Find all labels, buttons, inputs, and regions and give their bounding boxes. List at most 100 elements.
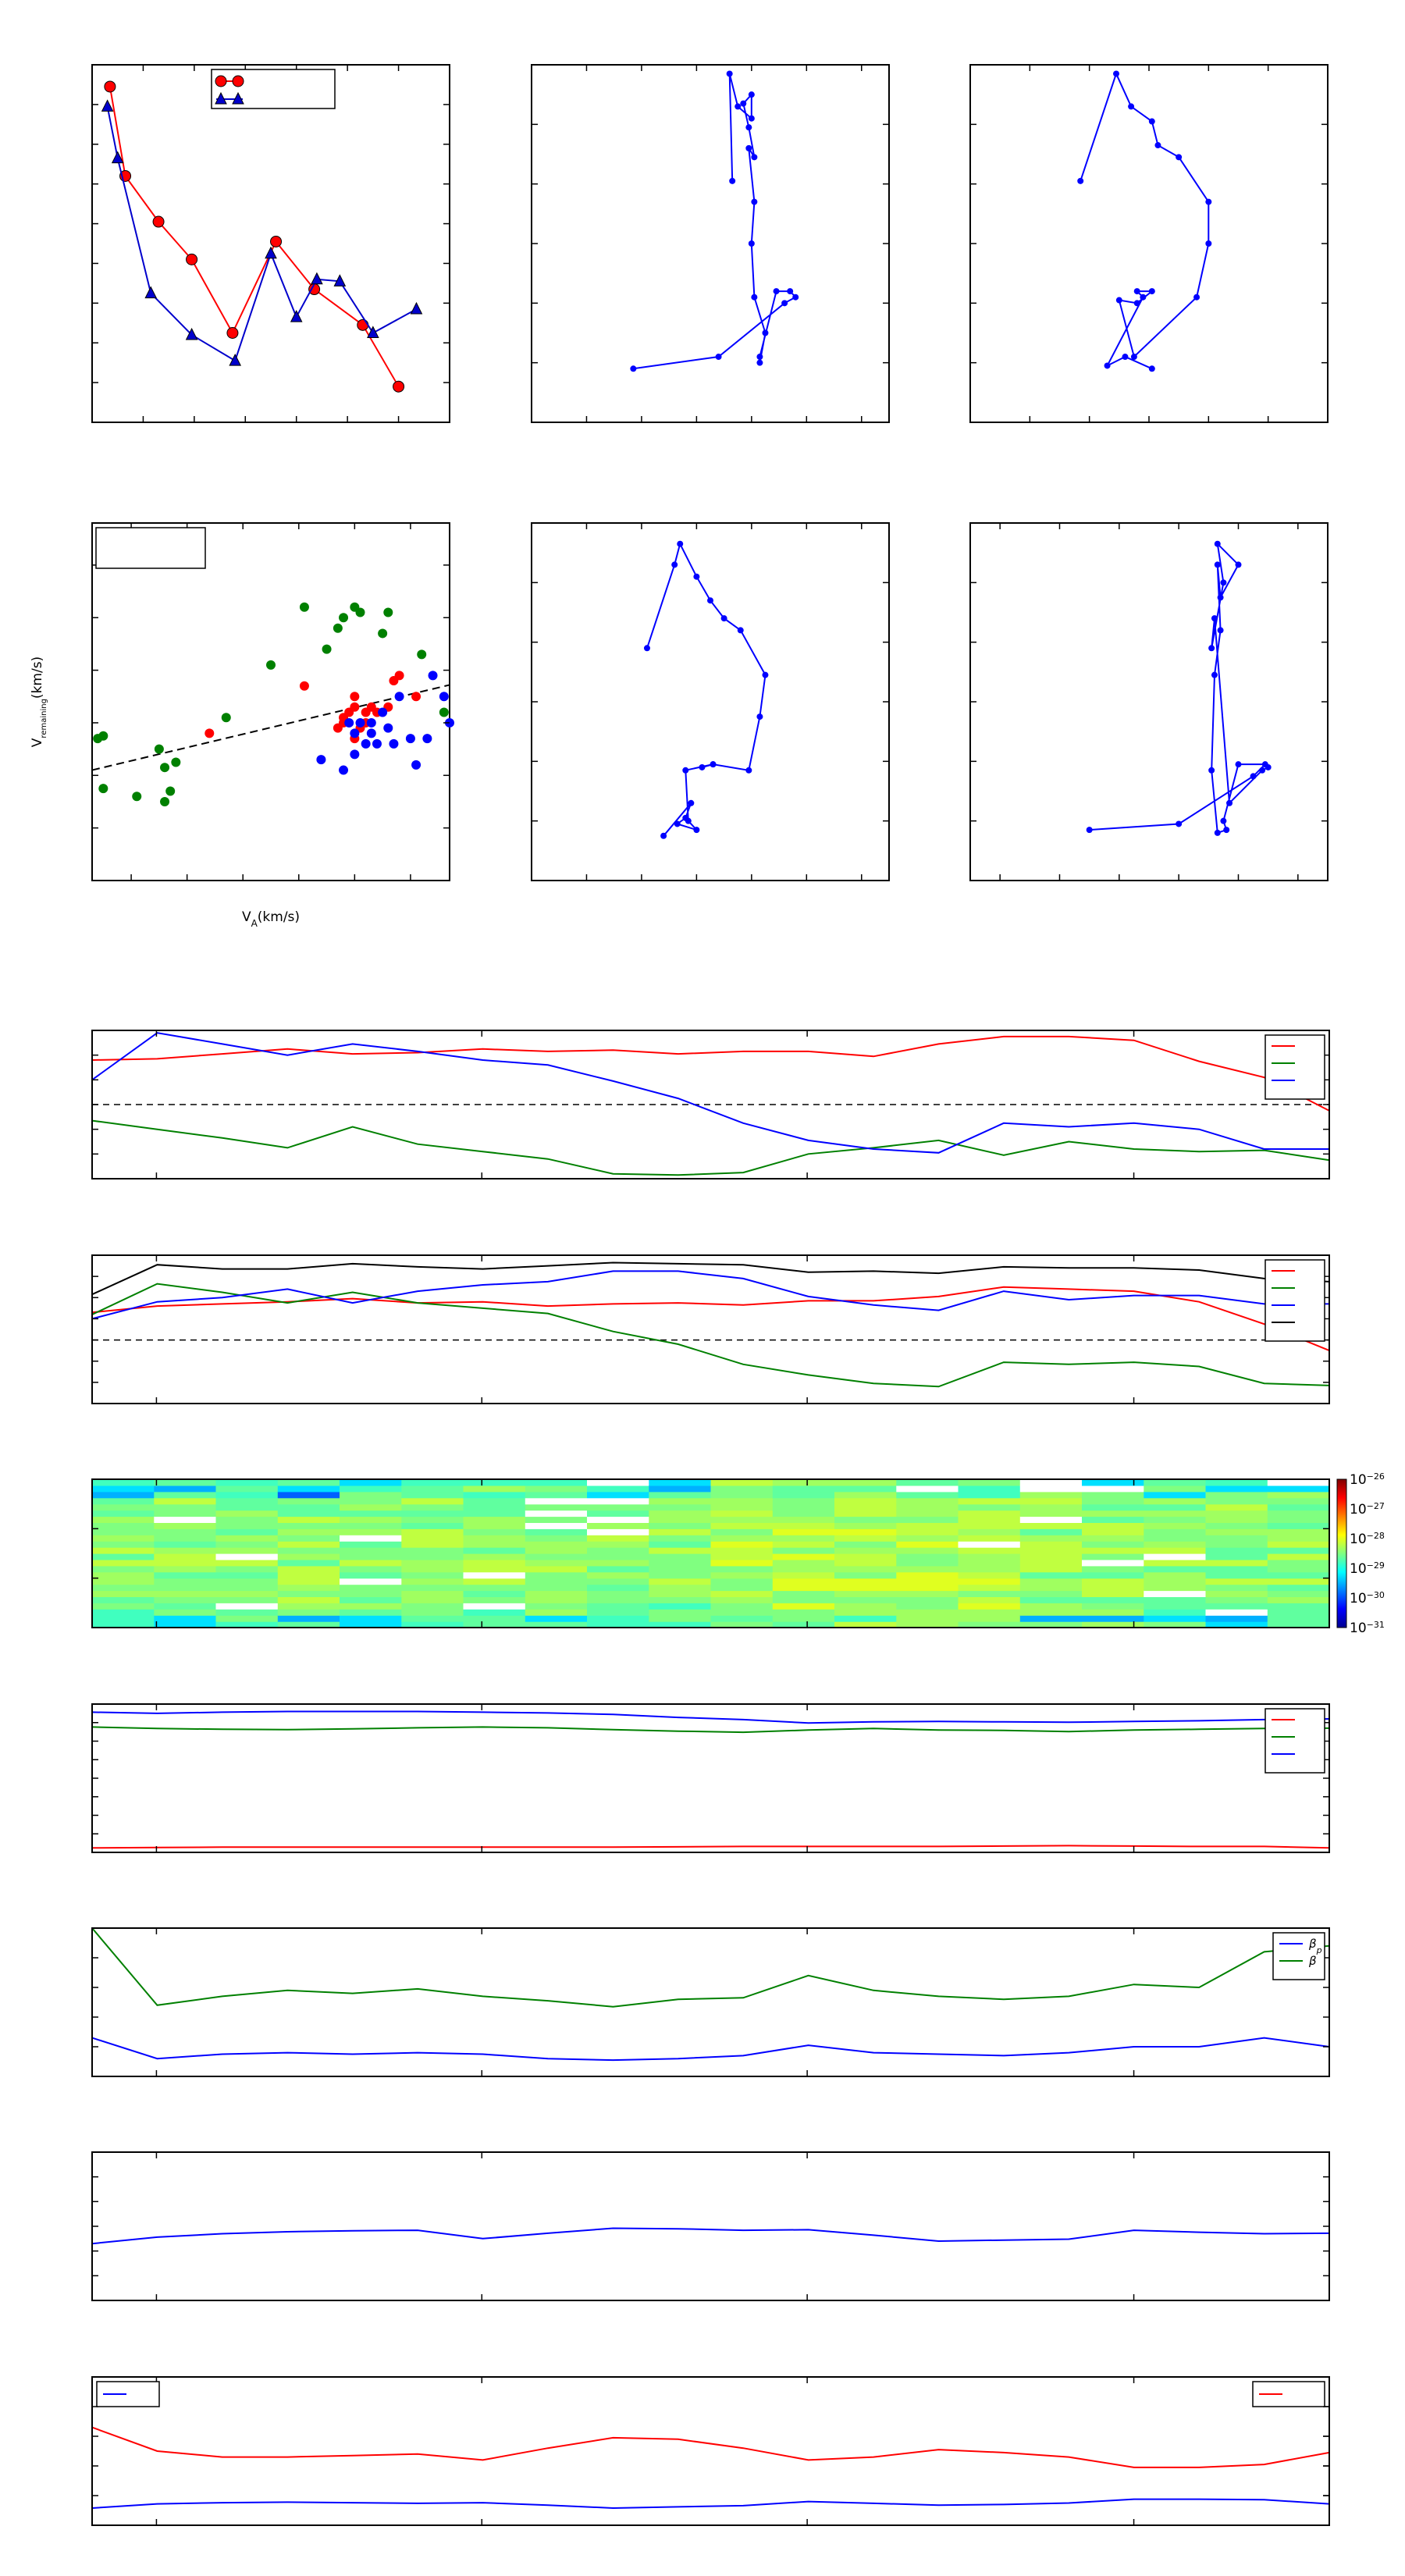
pad-cell <box>587 1578 649 1585</box>
pad-cell <box>525 1578 588 1585</box>
pt-legend-marker <box>215 75 227 87</box>
pad-cell <box>1144 1615 1207 1622</box>
pad-cell <box>1144 1541 1207 1548</box>
pad-cell <box>649 1621 712 1628</box>
h2-data-point <box>1128 103 1135 110</box>
pt-data-point <box>311 272 323 285</box>
pad-cell <box>340 1516 402 1523</box>
pad-cell <box>1144 1590 1207 1597</box>
pad-cell <box>1144 1596 1207 1603</box>
pad-cell <box>340 1510 402 1517</box>
pad-cell <box>896 1621 959 1628</box>
pad-cell <box>340 1503 402 1511</box>
pad-cell <box>1144 1516 1207 1523</box>
h3-data-point <box>660 832 667 839</box>
pad-cell <box>649 1541 712 1548</box>
h4-data-point <box>1220 817 1227 824</box>
pad-cell <box>958 1485 1021 1493</box>
pad-cell <box>1205 1516 1268 1523</box>
pad-cell <box>834 1522 897 1529</box>
walen-data-point <box>366 717 376 728</box>
pad-cell <box>215 1609 279 1616</box>
pad-cell <box>649 1547 712 1554</box>
pad-cell <box>710 1571 774 1579</box>
pad-cell <box>587 1535 649 1542</box>
pad-cell <box>154 1621 217 1628</box>
pad-cell <box>649 1590 712 1597</box>
chart-transverse-pressure <box>91 64 450 423</box>
pad-cell <box>154 1503 217 1511</box>
chart-tp <box>91 2376 1330 2526</box>
pad-cell <box>401 1596 464 1603</box>
walen-data-point <box>299 602 309 612</box>
pad-cell <box>1267 1590 1330 1597</box>
h2-data-point <box>1122 354 1129 361</box>
pad-cell <box>154 1590 217 1597</box>
pad-cell <box>1267 1553 1330 1560</box>
pad-cell <box>463 1541 526 1548</box>
pad-cell <box>1205 1553 1268 1560</box>
h2-data-point <box>1205 198 1212 205</box>
pad-cell <box>958 1596 1021 1603</box>
h2-data-point <box>1140 294 1147 301</box>
pad-cell <box>772 1522 835 1529</box>
pad-cell <box>958 1584 1021 1592</box>
pad-cell <box>896 1485 959 1493</box>
walen-data-point <box>132 792 142 802</box>
pad-cell <box>92 1485 155 1493</box>
pad-cell <box>772 1603 835 1610</box>
pad-cell <box>463 1609 526 1616</box>
beta-legend <box>1272 1932 1325 1980</box>
pad-cell <box>340 1559 402 1567</box>
pad-cell <box>587 1571 649 1579</box>
pad-cell <box>277 1578 340 1585</box>
pad-cell <box>772 1491 835 1499</box>
h4-data-point <box>1220 579 1227 586</box>
pad-cell <box>1144 1485 1207 1493</box>
pad-cell <box>215 1485 279 1493</box>
walen-data-point <box>372 738 382 749</box>
pad-cell <box>710 1491 774 1499</box>
pad-cell <box>92 1615 155 1622</box>
h4-data-point <box>1226 799 1233 806</box>
h2-data-point <box>1154 142 1161 149</box>
pad-cell <box>92 1528 155 1535</box>
pad-cell <box>463 1547 526 1554</box>
tp-series-tetp <box>91 2426 1330 2468</box>
walen-data-point <box>165 786 176 796</box>
pad-cell <box>1205 1535 1268 1542</box>
h3-data-point <box>677 540 684 547</box>
h3-data-point <box>682 767 689 774</box>
pad-cell <box>1144 1510 1207 1517</box>
pad-cell <box>525 1547 588 1554</box>
h1-data-point <box>762 329 769 336</box>
pad-cell <box>1019 1571 1083 1579</box>
pad-cell <box>772 1609 835 1616</box>
pad-cell <box>1205 1609 1268 1616</box>
pt-frame <box>91 64 450 423</box>
pad-cell <box>649 1615 712 1622</box>
pad-cell <box>277 1615 340 1622</box>
h2-data-point <box>1077 177 1084 184</box>
pad-cell <box>1019 1522 1083 1529</box>
walen-xlabel: VA(km/s) <box>242 909 300 929</box>
mf_fr-frame <box>91 1254 1330 1404</box>
h3-data-point <box>688 799 695 806</box>
h1-data-point <box>787 288 794 295</box>
pad-cell <box>277 1535 340 1542</box>
pad-cell <box>215 1578 279 1585</box>
mf_gse-series-bx <box>91 1035 1330 1112</box>
pad-cell <box>340 1603 402 1610</box>
pad-cell <box>1082 1535 1144 1542</box>
pad-cell <box>340 1528 402 1535</box>
pad-cell <box>710 1541 774 1548</box>
pad-cell <box>896 1541 959 1548</box>
pad-cell <box>1267 1510 1330 1517</box>
pad-cell <box>587 1621 649 1628</box>
pad-cell <box>958 1503 1021 1511</box>
beta-frame <box>91 1927 1330 2077</box>
pad-cell <box>1267 1559 1330 1567</box>
walen-data-point <box>417 649 427 660</box>
pad-cell <box>772 1571 835 1579</box>
pad-cell <box>401 1571 464 1579</box>
